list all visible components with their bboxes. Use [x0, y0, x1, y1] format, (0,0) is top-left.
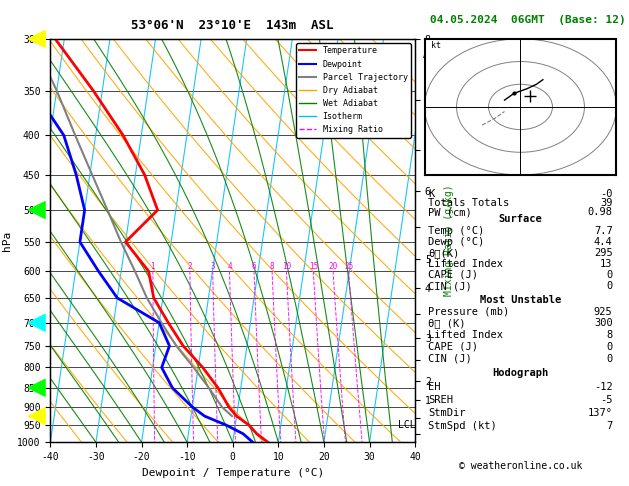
Text: 1: 1 — [150, 262, 155, 271]
Text: 295: 295 — [594, 248, 613, 258]
Text: 39: 39 — [600, 198, 613, 208]
Text: km
ASL: km ASL — [423, 39, 440, 60]
Text: 2: 2 — [187, 262, 192, 271]
Text: 20: 20 — [328, 262, 338, 271]
Text: Temp (°C): Temp (°C) — [428, 226, 485, 236]
Text: 10: 10 — [282, 262, 291, 271]
Text: © weatheronline.co.uk: © weatheronline.co.uk — [459, 461, 582, 471]
Text: kt: kt — [431, 41, 441, 50]
Text: 3: 3 — [210, 262, 215, 271]
Text: CAPE (J): CAPE (J) — [428, 270, 479, 280]
Text: 15: 15 — [309, 262, 318, 271]
Text: StmSpd (kt): StmSpd (kt) — [428, 421, 497, 431]
Text: 0: 0 — [606, 270, 613, 280]
Text: K: K — [428, 189, 435, 199]
Text: -0: -0 — [600, 189, 613, 199]
Text: Lifted Index: Lifted Index — [428, 330, 503, 340]
Y-axis label: hPa: hPa — [1, 230, 11, 251]
Text: Mixing Ratio (g/kg): Mixing Ratio (g/kg) — [444, 185, 454, 296]
Text: 4: 4 — [227, 262, 231, 271]
Text: 4.4: 4.4 — [594, 237, 613, 246]
Text: StmDir: StmDir — [428, 408, 466, 418]
Text: θᴇ(K): θᴇ(K) — [428, 248, 460, 258]
Text: 04.05.2024  06GMT  (Base: 12): 04.05.2024 06GMT (Base: 12) — [430, 15, 626, 25]
Text: 7: 7 — [606, 421, 613, 431]
Text: 137°: 137° — [587, 408, 613, 418]
Text: 925: 925 — [594, 307, 613, 317]
Text: -5: -5 — [600, 395, 613, 405]
Text: Surface: Surface — [499, 214, 542, 225]
Text: 13: 13 — [600, 259, 613, 269]
Text: SREH: SREH — [428, 395, 454, 405]
Text: CAPE (J): CAPE (J) — [428, 342, 479, 352]
X-axis label: Dewpoint / Temperature (°C): Dewpoint / Temperature (°C) — [142, 468, 324, 478]
Text: CIN (J): CIN (J) — [428, 354, 472, 364]
Text: LCL: LCL — [398, 420, 415, 430]
Text: 0: 0 — [606, 354, 613, 364]
Text: Most Unstable: Most Unstable — [480, 295, 561, 305]
Text: θᴇ (K): θᴇ (K) — [428, 318, 466, 329]
Text: Pressure (mb): Pressure (mb) — [428, 307, 509, 317]
Text: Hodograph: Hodograph — [493, 368, 548, 379]
Text: 8: 8 — [606, 330, 613, 340]
Text: 300: 300 — [594, 318, 613, 329]
Text: 53°06'N  23°10'E  143m  ASL: 53°06'N 23°10'E 143m ASL — [131, 18, 334, 32]
Legend: Temperature, Dewpoint, Parcel Trajectory, Dry Adiabat, Wet Adiabat, Isotherm, Mi: Temperature, Dewpoint, Parcel Trajectory… — [296, 43, 411, 138]
Text: CIN (J): CIN (J) — [428, 281, 472, 291]
Text: Totals Totals: Totals Totals — [428, 198, 509, 208]
Text: 0: 0 — [606, 281, 613, 291]
Text: 8: 8 — [270, 262, 274, 271]
Text: EH: EH — [428, 382, 441, 392]
Text: 25: 25 — [344, 262, 353, 271]
Text: Dewp (°C): Dewp (°C) — [428, 237, 485, 246]
Text: 0.98: 0.98 — [587, 208, 613, 217]
Text: Lifted Index: Lifted Index — [428, 259, 503, 269]
Text: PW (cm): PW (cm) — [428, 208, 472, 217]
Text: 7.7: 7.7 — [594, 226, 613, 236]
Text: 0: 0 — [606, 342, 613, 352]
Text: 6: 6 — [252, 262, 257, 271]
Text: -12: -12 — [594, 382, 613, 392]
